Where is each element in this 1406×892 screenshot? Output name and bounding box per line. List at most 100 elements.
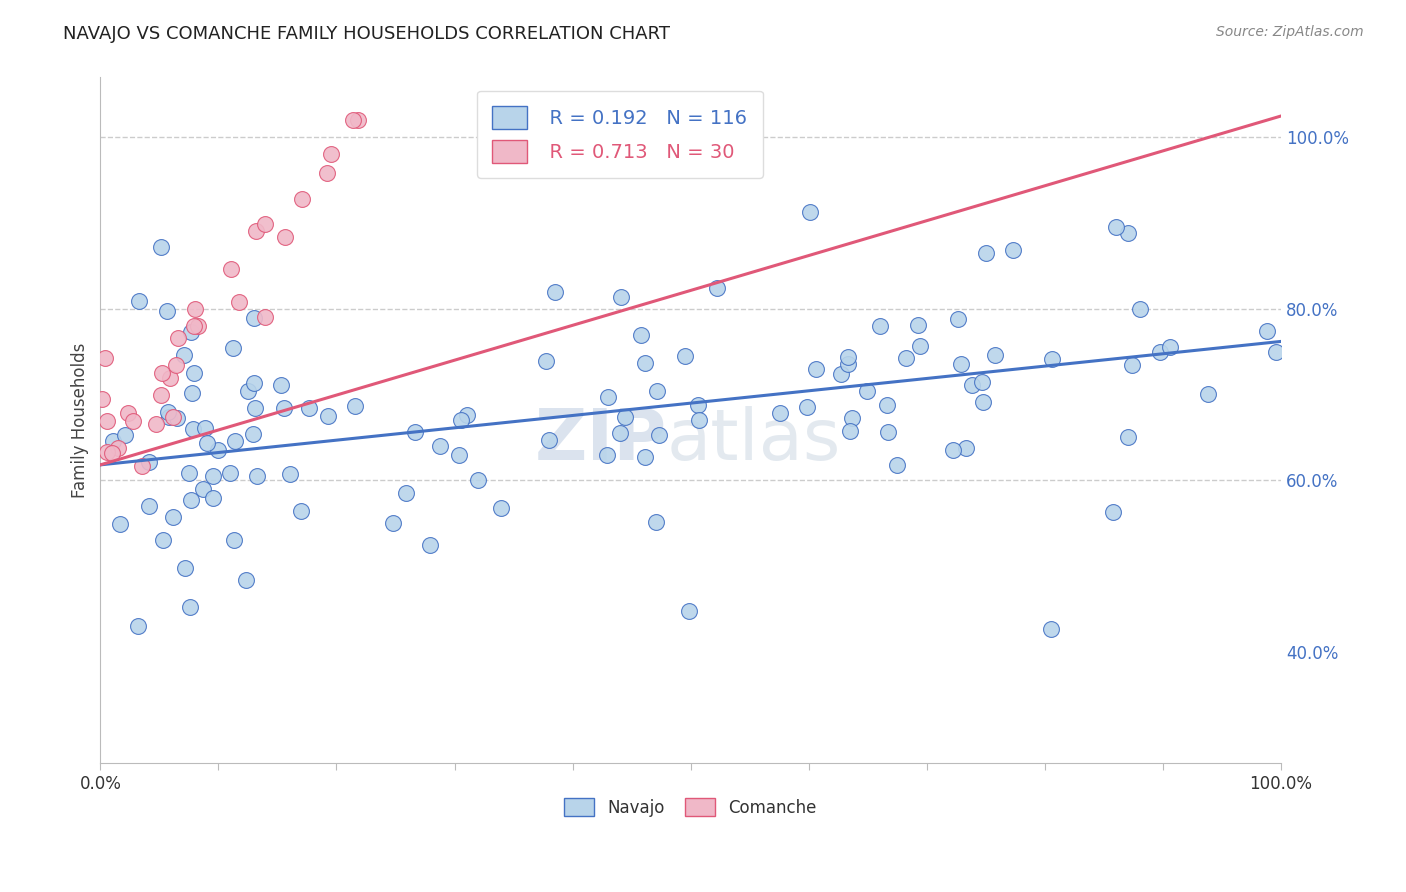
Point <box>96 414 118 428</box>
Point <box>596 448 619 462</box>
Point <box>534 354 557 368</box>
Point <box>254 310 277 325</box>
Point <box>202 491 225 505</box>
Point <box>107 441 129 455</box>
Point <box>1101 505 1123 519</box>
Point <box>896 351 918 365</box>
Point <box>166 411 188 425</box>
Point <box>449 448 471 462</box>
Point <box>145 417 167 431</box>
Point <box>173 348 195 362</box>
Point <box>796 400 818 414</box>
Point <box>319 147 342 161</box>
Point <box>114 428 136 442</box>
Point <box>838 424 860 438</box>
Point <box>1104 220 1126 235</box>
Point <box>180 386 202 401</box>
Text: Source: ZipAtlas.com: Source: ZipAtlas.com <box>1216 25 1364 39</box>
Point <box>219 262 242 277</box>
Point <box>181 422 204 436</box>
Point <box>93 351 115 365</box>
Point <box>544 285 567 299</box>
Point <box>877 425 900 440</box>
Point <box>246 468 269 483</box>
Point <box>489 501 512 516</box>
Point <box>235 574 257 588</box>
Point <box>180 325 202 339</box>
Point <box>157 409 180 424</box>
Point <box>1129 301 1152 316</box>
Point <box>1159 340 1181 354</box>
Point <box>150 240 173 254</box>
Point <box>596 390 619 404</box>
Point <box>948 312 970 326</box>
Point <box>688 398 710 412</box>
Point <box>1118 227 1140 241</box>
Point <box>222 341 245 355</box>
Point <box>799 204 821 219</box>
Point <box>962 378 984 392</box>
Point <box>162 409 184 424</box>
Point <box>108 517 131 532</box>
Point <box>886 458 908 472</box>
Point <box>180 493 202 508</box>
Point <box>382 516 405 531</box>
Point <box>404 425 426 440</box>
Point <box>678 605 700 619</box>
Point <box>837 350 859 364</box>
Point <box>1265 345 1288 359</box>
Point <box>837 357 859 371</box>
Point <box>648 428 671 442</box>
Text: NAVAJO VS COMANCHE FAMILY HOUSEHOLDS CORRELATION CHART: NAVAJO VS COMANCHE FAMILY HOUSEHOLDS COR… <box>63 25 671 43</box>
Point <box>152 533 174 547</box>
Point <box>195 436 218 450</box>
Point <box>347 113 370 128</box>
Point <box>187 318 209 333</box>
Point <box>238 384 260 399</box>
Point <box>856 384 879 398</box>
Point <box>117 406 139 420</box>
Legend: Navajo, Comanche: Navajo, Comanche <box>558 791 824 823</box>
Point <box>315 166 337 180</box>
Point <box>830 367 852 381</box>
Point <box>219 467 242 481</box>
Point <box>537 434 560 448</box>
Point <box>634 356 657 370</box>
Point <box>194 420 217 434</box>
Point <box>298 401 321 416</box>
Point <box>1116 430 1139 444</box>
Point <box>1198 386 1220 401</box>
Point <box>138 455 160 469</box>
Point <box>149 387 172 401</box>
Point <box>179 600 201 615</box>
Point <box>984 348 1007 362</box>
Point <box>101 446 124 460</box>
Point <box>1040 351 1063 366</box>
Text: ZIP: ZIP <box>534 407 666 475</box>
Point <box>131 459 153 474</box>
Point <box>456 408 478 422</box>
Point <box>224 533 246 548</box>
Point <box>274 230 297 244</box>
Point <box>609 425 631 440</box>
Point <box>101 434 124 448</box>
Point <box>122 414 145 428</box>
Y-axis label: Family Households: Family Households <box>72 343 89 498</box>
Point <box>167 331 190 345</box>
Point <box>278 467 301 481</box>
Point <box>270 378 292 392</box>
Point <box>974 246 997 260</box>
Point <box>1040 622 1063 636</box>
Point <box>253 217 276 231</box>
Point <box>191 482 214 496</box>
Point <box>96 444 118 458</box>
Point <box>344 400 367 414</box>
Point <box>1121 358 1143 372</box>
Point <box>841 411 863 425</box>
Point <box>429 439 451 453</box>
Point <box>245 401 267 415</box>
Point <box>613 410 636 425</box>
Point <box>202 468 225 483</box>
Point <box>869 318 891 333</box>
Point <box>644 515 666 529</box>
